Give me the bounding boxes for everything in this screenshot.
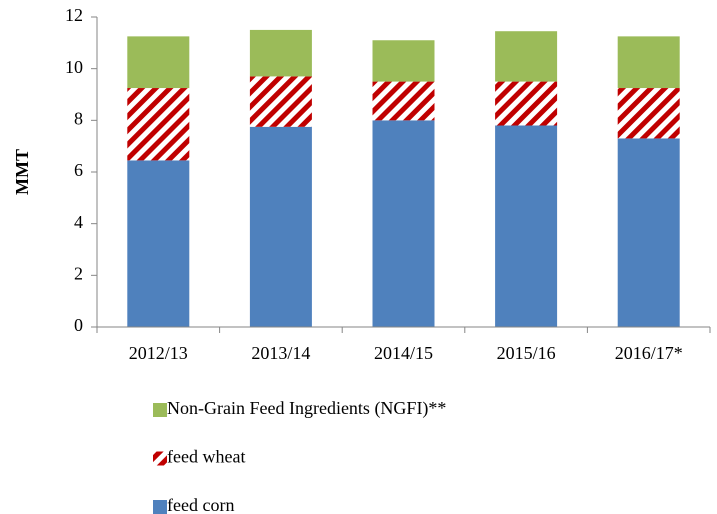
x-tick-label: 2014/15	[374, 343, 433, 363]
x-tick-label: 2016/17*	[615, 343, 683, 363]
bar-segment	[372, 120, 435, 327]
legend-label: Non-Grain Feed Ingredients (NGFI)**	[167, 398, 446, 419]
bar-segment	[495, 31, 558, 82]
y-tick-label: 8	[74, 108, 83, 128]
y-tick-label: 0	[74, 315, 83, 335]
bar-segment	[617, 88, 680, 139]
legend-swatch	[153, 451, 167, 466]
y-axis-label: MMT	[12, 149, 32, 195]
x-tick-label: 2012/13	[129, 343, 188, 363]
bar-segment	[249, 126, 312, 328]
bar-segment	[495, 125, 558, 327]
legend-label: feed corn	[167, 495, 234, 514]
bar-segment	[617, 36, 680, 89]
bar-segment	[127, 88, 190, 161]
y-tick-label: 6	[74, 160, 83, 180]
bar-segment	[127, 36, 190, 89]
legend-swatch	[153, 500, 167, 514]
bar-segment	[249, 29, 312, 77]
bar-segment	[372, 40, 435, 82]
bar-segment	[617, 138, 680, 327]
bar-segment	[372, 81, 435, 121]
y-tick-label: 12	[65, 5, 83, 25]
y-tick-label: 2	[74, 263, 83, 283]
bar-segment	[127, 160, 190, 327]
x-tick-label: 2013/14	[251, 343, 310, 363]
bar-segment	[495, 81, 558, 126]
y-tick-label: 4	[74, 212, 83, 232]
legend-swatch	[153, 403, 167, 417]
legend-label: feed wheat	[167, 447, 245, 467]
y-tick-label: 10	[65, 57, 83, 77]
x-tick-label: 2015/16	[497, 343, 556, 363]
bar-segment	[249, 76, 312, 127]
